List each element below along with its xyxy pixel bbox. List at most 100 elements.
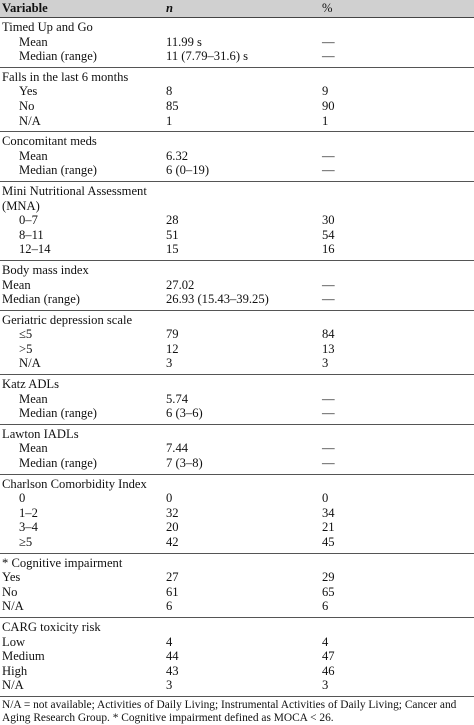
row-percent: 9 xyxy=(322,84,329,99)
row-percent: 13 xyxy=(322,341,335,356)
row-percent: 3 xyxy=(322,678,329,693)
row-label: No xyxy=(2,584,18,599)
section-title-text: Concomitant meds xyxy=(2,134,97,149)
table-header: Variable n % xyxy=(0,0,474,18)
section-title-text: Charlson Comorbidity Index xyxy=(2,476,147,491)
table-row: Mean 5.74 — xyxy=(0,392,474,407)
table-body: Timed Up and Go Mean 11.99 s — Median (range… xyxy=(0,18,474,697)
table-footnote: N/A = not available; Activities of Daily… xyxy=(0,695,474,725)
row-percent: 21 xyxy=(322,520,335,535)
section-title-text: Katz ADLs xyxy=(2,377,60,392)
row-n: 6 xyxy=(166,599,173,614)
section-title: Body mass index xyxy=(0,263,474,278)
row-label: N/A xyxy=(2,599,24,614)
row-label: Mean xyxy=(2,277,31,292)
row-label: 0–7 xyxy=(19,213,38,228)
row-label: Mean xyxy=(19,391,48,406)
row-n: 6 (3–6) xyxy=(166,406,203,421)
table-row: 1–2 32 34 xyxy=(0,506,474,521)
table-section: Concomitant meds Mean 6.32 — Median (range) 6… xyxy=(0,132,474,182)
table-section: Charlson Comorbidity Index 0 0 0 1–2 32 34 3–4 2… xyxy=(0,475,474,554)
section-title: Concomitant meds xyxy=(0,134,474,149)
row-n: 15 xyxy=(166,242,179,257)
row-percent: 90 xyxy=(322,98,335,113)
table-row: Mean 27.02 — xyxy=(0,278,474,293)
row-n: 20 xyxy=(166,520,179,535)
section-title-text: CARG toxicity risk xyxy=(2,619,101,634)
table-row: ≤5 79 84 xyxy=(0,327,474,342)
row-label: N/A xyxy=(2,678,24,693)
table-row: 0–7 28 30 xyxy=(0,213,474,228)
table-section: Lawton IADLs Mean 7.44 — Median (range) 7 (3–… xyxy=(0,425,474,475)
row-label: ≥5 xyxy=(19,535,33,549)
row-percent: 30 xyxy=(322,213,335,228)
row-n: 51 xyxy=(166,227,179,242)
row-n: 12 xyxy=(166,341,179,356)
table-row: 8–11 51 54 xyxy=(0,228,474,243)
table-row: Mean 7.44 — xyxy=(0,441,474,456)
row-label: ≤5 xyxy=(19,327,33,342)
section-title: Geriatric depression scale xyxy=(0,313,474,328)
table-section: * Cognitive impairment Yes 27 29 No 61 65 N/A 6 6 xyxy=(0,554,474,618)
row-percent: — xyxy=(322,391,335,406)
row-percent: 46 xyxy=(322,663,335,678)
row-label: Mean xyxy=(19,34,48,49)
row-n: 3 xyxy=(166,356,173,371)
row-label: Median (range) xyxy=(19,49,97,64)
row-n: 43 xyxy=(166,663,179,678)
row-percent: 47 xyxy=(322,649,335,664)
row-n: 28 xyxy=(166,213,179,228)
section-title-text: Timed Up and Go xyxy=(2,20,93,34)
row-percent: — xyxy=(322,277,335,292)
row-label: 12–14 xyxy=(19,242,51,257)
section-title-text: Mini Nutritional Assessment xyxy=(2,183,147,198)
section-title: Mini Nutritional Assessment xyxy=(0,184,474,199)
row-label: 3–4 xyxy=(19,520,38,535)
table-row: Median (range) 7 (3–8) — xyxy=(0,456,474,471)
row-n: 7.44 xyxy=(166,441,189,456)
table-row: Medium 44 47 xyxy=(0,649,474,664)
row-n: 85 xyxy=(166,98,179,113)
row-percent: 65 xyxy=(322,584,335,599)
table-section: Geriatric depression scale ≤5 79 84 >5 12 13 N/… xyxy=(0,311,474,376)
row-n: 44 xyxy=(166,649,179,664)
row-n: 27.02 xyxy=(166,277,195,292)
section-title: Lawton IADLs xyxy=(0,427,474,442)
table-row: N/A 3 3 xyxy=(0,356,474,371)
row-n: 32 xyxy=(166,505,179,520)
section-title: Katz ADLs xyxy=(0,377,474,392)
row-percent: 3 xyxy=(322,356,329,371)
row-percent: — xyxy=(322,456,335,471)
row-percent: 29 xyxy=(322,570,335,585)
row-percent: 16 xyxy=(322,242,335,257)
section-title: (MNA) xyxy=(0,199,474,214)
row-percent: 34 xyxy=(322,505,335,520)
section-title: Falls in the last 6 months xyxy=(0,70,474,85)
row-percent: 0 xyxy=(322,491,329,506)
section-title-text: Geriatric depression scale xyxy=(2,312,133,327)
table-row: 12–14 15 16 xyxy=(0,242,474,257)
table-row: ≥5 42 45 xyxy=(0,535,474,550)
table-row: Median (range) 6 (0–19) — xyxy=(0,163,474,178)
row-percent: — xyxy=(322,163,335,178)
row-percent: — xyxy=(322,441,335,456)
row-n: 5.74 xyxy=(166,391,189,406)
data-table: Variable n % Timed Up and Go Mean 11.99 s —… xyxy=(0,0,474,697)
row-n: 61 xyxy=(166,584,179,599)
row-label: Yes xyxy=(19,84,38,99)
section-title-text: Falls in the last 6 months xyxy=(2,69,129,84)
section-title-text: (MNA) xyxy=(2,198,40,213)
row-n: 4 xyxy=(166,634,173,649)
row-label: Low xyxy=(2,634,26,649)
row-percent: — xyxy=(322,406,335,421)
table-row: N/A 6 6 xyxy=(0,599,474,614)
row-label: N/A xyxy=(19,356,41,371)
row-label: Medium xyxy=(2,649,45,664)
row-percent: — xyxy=(322,34,335,49)
row-n: 79 xyxy=(166,327,179,342)
row-n: 6 (0–19) xyxy=(166,163,210,178)
row-percent: — xyxy=(322,292,335,307)
row-n: 26.93 (15.43–39.25) xyxy=(166,292,269,307)
row-label: 8–11 xyxy=(19,227,44,242)
row-label: Mean xyxy=(19,148,48,163)
